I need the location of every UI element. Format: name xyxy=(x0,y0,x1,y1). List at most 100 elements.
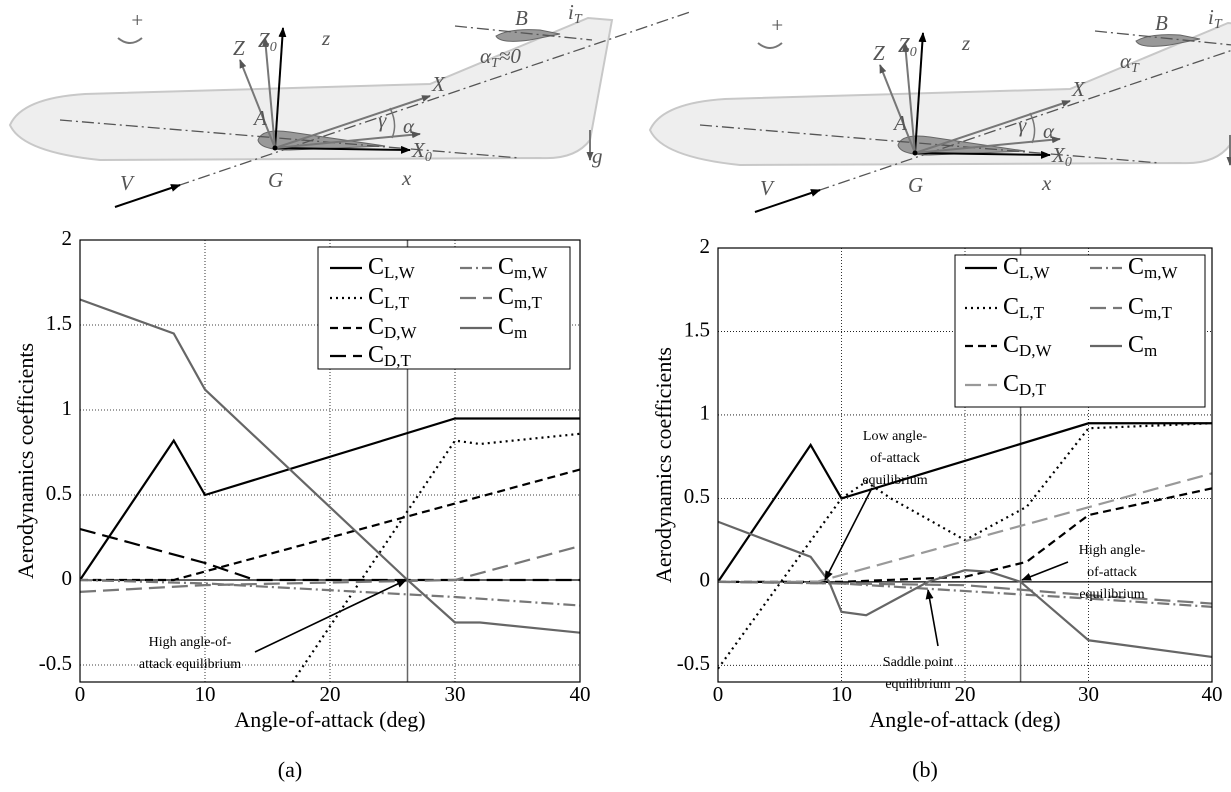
axis-arrow xyxy=(262,37,276,149)
legend-name: C xyxy=(368,314,384,340)
diagram-label: X xyxy=(1071,77,1086,101)
label-text: α xyxy=(1043,119,1055,143)
legend-subscript: D,T xyxy=(1019,380,1047,399)
x-axis-label: Angle-of-attack (deg) xyxy=(869,707,1060,732)
legend-label: Cm,W xyxy=(498,254,548,282)
label-text: G xyxy=(908,173,923,197)
axis-arrow xyxy=(902,42,916,154)
legend-box xyxy=(954,254,1206,408)
legend-name: C xyxy=(1003,254,1019,280)
annotation: Low angle- xyxy=(863,429,927,444)
label-subscript: 0 xyxy=(425,150,432,165)
label-text: γ xyxy=(1018,113,1027,137)
x-tick-label: 30 xyxy=(445,682,466,706)
legend-name: C xyxy=(1128,294,1144,320)
tail-axis xyxy=(454,25,593,41)
x-tick-label: 30 xyxy=(1078,682,1099,706)
label-text: z xyxy=(961,31,970,55)
label-text: A xyxy=(252,106,267,130)
diagram-label: X xyxy=(431,72,446,96)
label-text: V xyxy=(760,176,775,200)
y-tick-label: 0 xyxy=(62,566,73,590)
annotation: High angle-of- xyxy=(149,635,232,650)
aircraft-diagram: +ZZ0ziTBαTXγαX0AGxgV xyxy=(648,5,1231,213)
y-tick-label: 0 xyxy=(700,568,711,592)
x-tick-label: 0 xyxy=(713,682,724,706)
rotation-arrow xyxy=(757,42,783,49)
label-text: z xyxy=(321,26,330,50)
diagram-label: Z0 xyxy=(258,28,277,55)
axis-arrow xyxy=(914,150,1051,159)
legend-subscript: L,T xyxy=(384,293,410,312)
diagram-label: αT≈0 xyxy=(480,44,521,71)
y-tick-label: -0.5 xyxy=(677,651,710,675)
plot-frame xyxy=(717,247,1213,683)
annotation-arrow xyxy=(925,589,939,647)
legend-subscript: m,T xyxy=(514,293,542,312)
legend-label: Cm,T xyxy=(1128,294,1172,322)
annotation: equilibrium xyxy=(1079,587,1144,602)
rotation-arrow xyxy=(117,37,143,44)
x-tick-label: 10 xyxy=(831,682,852,706)
legend-subscript: m xyxy=(1144,341,1157,360)
chart: 0 10 20 30 40-0.500.511.52CL,WCL,TCD,WCD,TCm… xyxy=(13,226,590,782)
legend-label: CL,T xyxy=(368,284,410,312)
y-tick-label: 1.5 xyxy=(46,311,72,335)
legend-name: C xyxy=(1003,332,1019,358)
legend-name: C xyxy=(498,314,514,340)
x-axis-label: Angle-of-attack (deg) xyxy=(234,707,425,732)
diagram-label: B xyxy=(515,6,528,30)
annotation: equilibrium xyxy=(885,677,950,692)
label-subscript: T xyxy=(1131,61,1140,76)
label-text: B xyxy=(1155,11,1168,35)
legend-subscript: m,T xyxy=(1144,303,1172,322)
annotation: equilibrium xyxy=(862,473,927,488)
diagram-label: z xyxy=(961,31,970,55)
diagram-label: α xyxy=(1043,119,1055,143)
y-axis-label: Aerodynamics coefficients xyxy=(651,347,676,583)
body-axis xyxy=(699,124,1161,164)
axis-arrow xyxy=(914,100,1071,154)
label-text: i xyxy=(568,0,574,24)
diagram-label: G xyxy=(908,173,923,197)
annotation: of-attack xyxy=(1087,565,1137,580)
axis-arrow xyxy=(879,64,916,154)
diagram-label: z xyxy=(321,26,330,50)
diagram-label: Z0 xyxy=(898,33,917,60)
label-text: V xyxy=(120,171,135,195)
fuselage xyxy=(648,21,1231,167)
point-g xyxy=(272,145,278,151)
diagram-label: X0 xyxy=(1051,143,1072,170)
diagram-label: γ xyxy=(378,108,387,132)
label-tail: ≈0 xyxy=(499,44,522,68)
axis-arrow xyxy=(239,59,276,149)
label-text: α xyxy=(480,44,492,68)
chart: 0 10 20 30 40-0.500.511.52CL,WCL,TCD,WCD,TCm… xyxy=(651,234,1222,782)
x-tick-label: 20 xyxy=(320,682,341,706)
annotation: Saddle point xyxy=(883,655,953,670)
series-line xyxy=(291,432,580,682)
legend-subscript: D,W xyxy=(384,323,418,342)
legend-subscript: m,W xyxy=(1144,263,1178,282)
angle-arc xyxy=(1029,112,1036,144)
velocity-line xyxy=(114,11,691,208)
label-text: B xyxy=(515,6,528,30)
x-tick-label: 20 xyxy=(955,682,976,706)
label-text: + xyxy=(770,13,784,37)
label-subscript: 0 xyxy=(1065,155,1072,170)
label-text: g xyxy=(592,144,603,168)
legend-subscript: D,T xyxy=(384,351,412,370)
body-axis xyxy=(59,119,521,159)
axis-arrow xyxy=(114,184,181,208)
legend-subscript: m xyxy=(514,323,527,342)
y-tick-label: 1.5 xyxy=(684,317,710,341)
y-tick-label: -0.5 xyxy=(39,651,72,675)
axis-arrow xyxy=(274,27,287,149)
legend-label: CD,W xyxy=(368,314,418,342)
label-text: Z xyxy=(873,41,885,65)
legend-name: C xyxy=(1128,332,1144,358)
wing-airfoil xyxy=(257,130,386,151)
fuselage xyxy=(8,16,614,162)
series-line xyxy=(80,544,580,593)
